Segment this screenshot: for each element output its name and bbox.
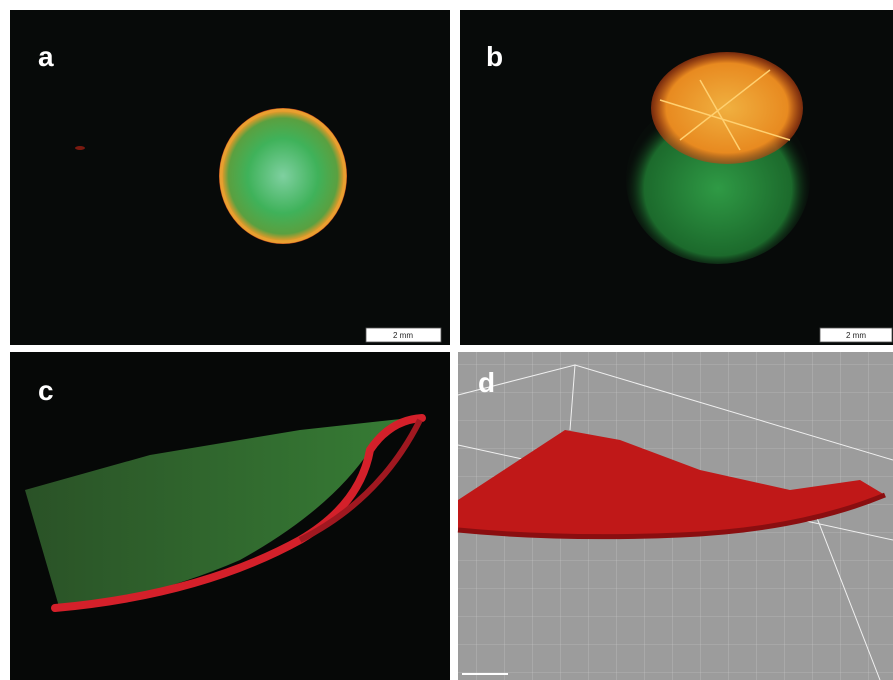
scale-bar-label: 2 mm [393,331,413,340]
panel-label: a [38,41,54,72]
specimen-cap [651,52,803,164]
panel-d: d [458,352,893,680]
scale-bar-label: 2 mm [846,331,866,340]
panel-label: c [38,375,54,406]
panel-c: c [10,352,450,680]
panel-label: b [486,41,503,72]
figure: a 2 mm b 2 mm c d [0,0,893,680]
panel-label: d [478,367,495,398]
speck [75,146,85,150]
panel-a: a 2 mm [10,10,450,345]
panel-b: b 2 mm [460,10,893,345]
